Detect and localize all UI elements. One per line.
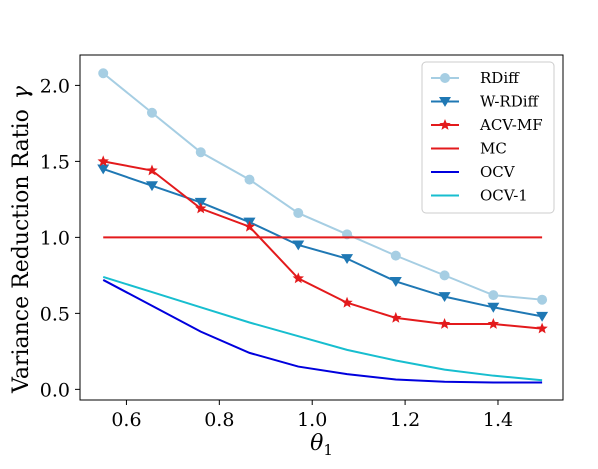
data-point xyxy=(244,174,255,185)
x-tick-label: 1.4 xyxy=(483,409,513,431)
series-line xyxy=(103,160,543,330)
y-axis-label-symbol: γ xyxy=(9,85,34,99)
data-point xyxy=(293,208,304,219)
legend-label: W-RDiff xyxy=(480,93,540,111)
data-point xyxy=(146,107,157,118)
data-point xyxy=(390,311,402,323)
legend-label: ACV-MF xyxy=(479,116,543,134)
plot-frame xyxy=(79,54,564,401)
data-point xyxy=(292,240,305,251)
y-tick-label: 0.0 xyxy=(40,379,70,401)
data-point xyxy=(145,181,158,192)
data-point xyxy=(487,302,500,313)
legend-item: OCV xyxy=(431,163,516,181)
data-point xyxy=(439,270,450,281)
y-tick-label: 0.5 xyxy=(40,303,70,325)
legend-label: RDiff xyxy=(480,69,520,87)
series-line xyxy=(102,72,543,301)
legend: RDiff W-RDiff ACV-MF MC OCV OCV-1 xyxy=(421,61,555,214)
x-tick-label: 1.2 xyxy=(390,409,420,431)
x-axis: 0.6 0.8 1.0 1.2 1.4 xyxy=(111,400,513,431)
series-w-rdiff xyxy=(97,164,549,322)
data-point xyxy=(488,290,499,301)
data-point xyxy=(440,73,450,83)
y-axis-label: Variance Reduction Ratio γ xyxy=(9,85,34,394)
y-axis: 0.0 0.5 1.0 1.5 2.0 xyxy=(40,75,80,401)
data-point xyxy=(292,272,304,284)
data-point xyxy=(195,202,207,214)
x-axis-label-subscript: 1 xyxy=(323,441,333,459)
x-tick-label: 0.8 xyxy=(204,409,234,431)
data-point xyxy=(97,155,109,167)
data-point xyxy=(536,322,548,334)
series-ocv xyxy=(102,279,543,384)
x-tick-label: 0.6 xyxy=(111,409,141,431)
data-point xyxy=(438,318,451,329)
series-acv-mf xyxy=(97,155,548,334)
y-tick-label: 2.0 xyxy=(40,75,70,97)
series-line xyxy=(102,168,543,318)
data-point xyxy=(341,254,354,265)
data-point xyxy=(487,318,500,329)
data-point xyxy=(98,68,109,79)
data-point xyxy=(537,294,548,305)
legend-item: W-RDiff xyxy=(431,93,540,111)
y-tick-label: 1.0 xyxy=(40,227,70,249)
legend-box xyxy=(421,61,555,214)
data-point xyxy=(439,119,451,130)
data-point xyxy=(243,220,256,232)
series-ocv-1 xyxy=(102,275,543,382)
y-axis-label-text: Variance Reduction Ratio xyxy=(9,109,34,394)
legend-item: ACV-MF xyxy=(431,116,543,134)
plot-lines xyxy=(97,68,549,384)
data-point xyxy=(439,97,451,107)
legend-item: MC xyxy=(431,140,507,158)
x-axis-label: θ1 xyxy=(310,431,333,459)
legend-label: MC xyxy=(480,140,507,158)
data-point xyxy=(536,311,549,322)
legend-item: OCV-1 xyxy=(431,187,528,205)
data-point xyxy=(389,276,402,287)
data-point xyxy=(195,147,206,158)
data-point xyxy=(146,164,158,176)
y-tick-label: 1.5 xyxy=(40,151,70,173)
series-line xyxy=(102,275,543,382)
data-point xyxy=(341,296,353,308)
legend-label: OCV xyxy=(480,163,516,181)
x-axis-label-symbol: θ xyxy=(310,431,323,456)
legend-label: OCV-1 xyxy=(480,187,528,205)
data-point xyxy=(97,164,110,175)
legend-item: RDiff xyxy=(431,69,520,87)
series-line xyxy=(102,279,543,384)
data-point xyxy=(390,250,401,261)
x-tick-label: 1.0 xyxy=(297,409,327,431)
data-point xyxy=(438,292,451,303)
